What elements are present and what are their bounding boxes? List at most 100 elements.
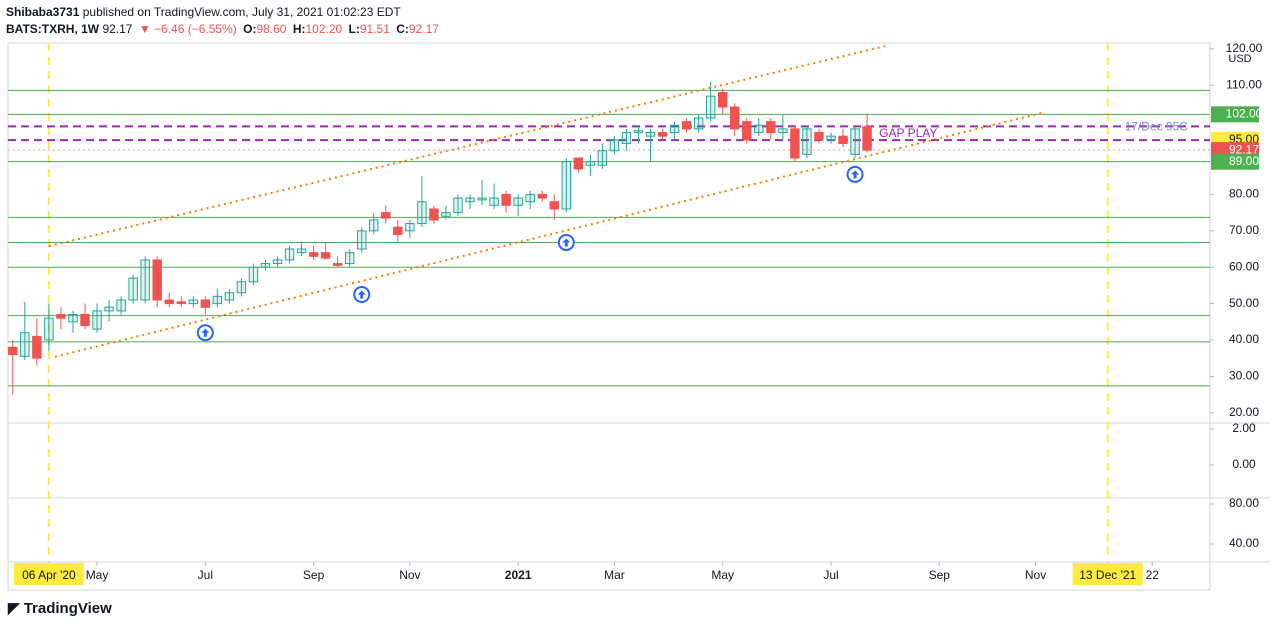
y-tick-label: 110.00 xyxy=(1226,77,1262,91)
x-tick-label: 2021 xyxy=(505,568,532,582)
o-label: O: xyxy=(243,22,257,36)
x-tick-label: 06 Apr '20 xyxy=(22,568,76,582)
candle-body xyxy=(669,124,680,134)
y-tick-label: 120.00 xyxy=(1226,41,1263,55)
candle-body xyxy=(92,310,102,330)
candle-body xyxy=(68,314,78,323)
candle-body xyxy=(248,266,259,283)
header: Shibaba3731 published on TradingView.com… xyxy=(6,4,442,38)
candle-body xyxy=(417,201,427,225)
candle-body xyxy=(393,226,403,235)
x-tick-label: Sep xyxy=(929,568,951,582)
publisher: Shibaba3731 xyxy=(6,5,80,19)
x-tick-label: Mar xyxy=(604,568,625,582)
candle-body xyxy=(272,259,283,265)
published: published on TradingView.com, July 31, 2… xyxy=(82,5,401,19)
candle-body xyxy=(152,259,162,301)
candle-body xyxy=(296,248,307,254)
y-tick-label: 70.00 xyxy=(1229,223,1259,237)
candle-body xyxy=(561,161,571,210)
candle-body xyxy=(513,197,523,206)
h: 102.20 xyxy=(305,22,343,36)
c-label: C: xyxy=(396,22,409,36)
candle-body xyxy=(850,128,860,155)
signal-arrow xyxy=(562,238,571,247)
candle-body xyxy=(320,252,331,259)
candle-body xyxy=(116,299,126,312)
candle-body xyxy=(236,281,247,294)
y-tick-label: 80.00 xyxy=(1229,187,1259,201)
candle-body xyxy=(549,201,559,210)
candle-body xyxy=(814,132,824,141)
candle-body xyxy=(621,132,632,144)
pane-tick-label: 0.00 xyxy=(1232,457,1256,471)
candle-body xyxy=(20,332,30,357)
y-tick-label: 30.00 xyxy=(1229,369,1259,383)
candle-body xyxy=(790,128,800,159)
candle-body xyxy=(717,92,728,108)
candle-body xyxy=(657,132,668,137)
y-tick-label: 20.00 xyxy=(1229,405,1259,419)
chart-frame xyxy=(7,42,1211,591)
x-tick-label: 13 Dec '21 xyxy=(1079,568,1136,582)
candle-body xyxy=(754,124,764,134)
signal-arrow xyxy=(201,328,210,337)
pane-tick-label: 80.00 xyxy=(1229,496,1259,510)
x-tick-label: 22 xyxy=(1146,568,1160,582)
candle-body xyxy=(224,292,235,301)
x-tick-label: Nov xyxy=(399,568,420,582)
candle-body xyxy=(357,230,367,250)
channel-line xyxy=(54,111,1046,358)
price-label: 89.00 xyxy=(1229,154,1259,168)
x-tick-label: Jul xyxy=(198,568,213,582)
x-tick-label: Jul xyxy=(823,568,838,582)
y-tick-label: 50.00 xyxy=(1229,296,1259,310)
annotation: 17/Dec 95C xyxy=(1125,120,1189,134)
candle-body xyxy=(381,212,391,219)
price-label: 102.00 xyxy=(1226,107,1263,121)
candle-body xyxy=(778,128,788,134)
x-tick-highlight xyxy=(1072,563,1143,585)
channel-line xyxy=(48,44,888,248)
candle-body xyxy=(766,121,776,134)
pane-tick-label: 2.00 xyxy=(1232,421,1256,435)
candle-body xyxy=(453,197,463,214)
pane-tick-label: 40.00 xyxy=(1229,536,1259,550)
footer: ◤ TradingView xyxy=(8,600,112,617)
signal-arrow xyxy=(851,170,860,179)
candle-body xyxy=(260,263,271,268)
symbol: BATS:TXRH, 1W xyxy=(6,22,100,36)
candle-body xyxy=(284,248,295,261)
candle-body xyxy=(441,212,451,217)
candle-body xyxy=(730,106,740,130)
candle-body xyxy=(128,277,138,301)
candle-body xyxy=(681,121,692,130)
candle-body xyxy=(344,252,355,265)
y-tick-label: 60.00 xyxy=(1229,259,1259,273)
price-label-bg xyxy=(1211,153,1259,170)
candle-body xyxy=(693,117,704,130)
brand: TradingView xyxy=(23,600,112,617)
candle-body xyxy=(176,301,186,305)
ohlc-line: BATS:TXRH, 1W 92.17 ▼ −6.46 (−6.55%) O:9… xyxy=(6,21,442,38)
candle-body xyxy=(573,157,584,170)
price-label: 92.17 xyxy=(1229,142,1259,156)
change: ▼ −6.46 (−6.55%) xyxy=(138,22,237,36)
h-label: H: xyxy=(292,22,306,36)
candle-body xyxy=(212,295,223,305)
candle-body xyxy=(8,346,18,356)
price-label-bg xyxy=(1211,106,1259,123)
candle-body xyxy=(525,193,535,203)
l-label: L: xyxy=(348,22,360,36)
candle-body xyxy=(56,314,66,319)
candle-body xyxy=(164,299,174,305)
candle-body xyxy=(489,197,499,206)
candle-body xyxy=(705,95,716,119)
signal-arrow xyxy=(357,290,366,299)
candle-body xyxy=(200,299,211,308)
candle-body xyxy=(862,126,872,151)
candle-body xyxy=(826,135,836,141)
candle-body xyxy=(44,317,54,341)
candle-body xyxy=(742,121,752,141)
